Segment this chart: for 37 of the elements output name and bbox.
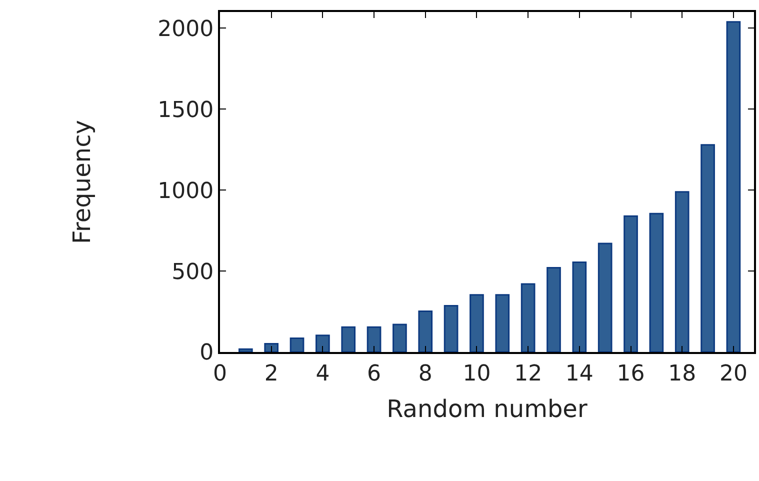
- y-tick-label: 500: [172, 260, 214, 285]
- x-tick-label: 16: [616, 361, 645, 386]
- bar: [444, 304, 458, 352]
- bar: [624, 215, 638, 352]
- y-tick-label: 1000: [158, 178, 214, 204]
- bar: [495, 294, 510, 352]
- x-tick-label: 14: [565, 361, 594, 386]
- bar: [392, 324, 407, 352]
- bar: [264, 342, 279, 352]
- bar: [649, 212, 664, 352]
- y-tick-label: 2000: [158, 16, 214, 42]
- x-tick-label: 2: [264, 361, 278, 386]
- bar: [290, 337, 304, 352]
- bar: [238, 348, 253, 352]
- x-axis-title: Random number: [386, 395, 588, 424]
- bar: [341, 326, 356, 352]
- bar: [546, 267, 561, 352]
- bar: [418, 310, 433, 352]
- y-tick-label: 0: [200, 340, 214, 366]
- x-tick-label: 12: [514, 361, 542, 386]
- x-tick-label: 20: [719, 361, 748, 386]
- bar: [316, 334, 330, 352]
- x-tick-label: 8: [418, 361, 432, 386]
- y-tick-label: 1500: [158, 98, 214, 123]
- bar: [700, 144, 715, 352]
- bar: [470, 294, 484, 352]
- bar: [674, 191, 690, 352]
- bar: [520, 283, 536, 352]
- x-tick-label: 18: [668, 361, 696, 386]
- bar: [726, 21, 741, 352]
- bar: [598, 242, 612, 352]
- bar: [572, 262, 587, 352]
- x-tick-label: 6: [367, 361, 382, 386]
- y-axis-title: Frequency: [68, 120, 96, 244]
- bar: [366, 326, 382, 352]
- x-tick-label: 4: [316, 361, 330, 386]
- x-tick-label: 10: [462, 361, 491, 386]
